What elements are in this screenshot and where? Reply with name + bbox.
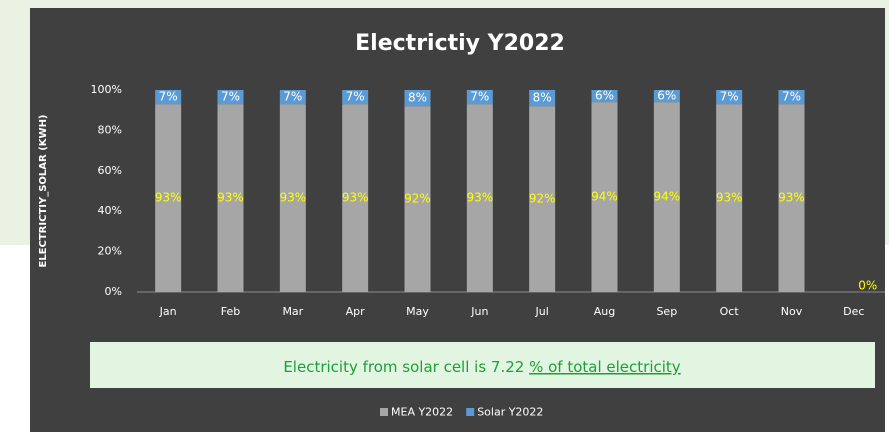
data-label: 6% (595, 89, 614, 103)
data-label: 8% (533, 91, 552, 105)
bar-segment (466, 90, 493, 105)
x-tick-label: Mar (282, 305, 303, 318)
y-tick-label: 0% (105, 285, 122, 298)
data-label: 7% (470, 90, 489, 104)
bar-segment (279, 104, 306, 292)
bar-segment (404, 90, 431, 107)
bar-segment (778, 90, 805, 105)
x-tick-label: Sep (656, 305, 677, 318)
bar-segment (155, 90, 182, 105)
annotation-link: % of total electricity (529, 358, 681, 376)
y-axis-label: ELECTRICTIY_SOLAR (KWH) (38, 114, 49, 267)
data-label: 93% (466, 191, 493, 205)
bar-segment (716, 104, 743, 292)
x-tick-label: Jan (159, 305, 177, 318)
chart-title: Electrictiy Y2022 (355, 31, 565, 56)
bar-segment (653, 102, 680, 293)
legend-swatch (466, 408, 475, 416)
y-tick-label: 100% (91, 83, 122, 96)
data-label: 93% (217, 191, 244, 205)
data-label: 7% (782, 90, 801, 104)
y-tick-label: 80% (98, 123, 122, 136)
x-tick-label: Oct (720, 305, 740, 318)
bar-segment (653, 90, 680, 103)
data-label: 6% (657, 89, 676, 103)
x-tick-label: Feb (221, 305, 240, 318)
bar-segment (591, 102, 618, 293)
bar-segment (716, 90, 743, 105)
data-label: 93% (279, 191, 306, 205)
x-tick-label: Dec (843, 305, 864, 318)
x-tick-label: Jun (470, 305, 488, 318)
data-label: 92% (404, 192, 431, 206)
annotation-text: Electricity from solar cell is 7.22 (283, 358, 524, 376)
bar-segment (778, 104, 805, 292)
bar-segment (342, 104, 369, 292)
x-tick-label: Nov (781, 305, 803, 318)
y-tick-label: 60% (98, 164, 122, 177)
x-tick-label: Aug (594, 305, 615, 318)
bar-segment (217, 90, 244, 105)
bar-segment (529, 90, 556, 107)
legend-label: Solar Y2022 (477, 406, 543, 419)
bar-segment (591, 90, 618, 103)
data-label: 7% (720, 90, 739, 104)
x-tick-label: May (406, 305, 429, 318)
y-tick-label: 20% (98, 245, 122, 258)
data-label: 0% (858, 279, 877, 293)
data-label: 93% (716, 191, 743, 205)
bar-segment (155, 104, 182, 292)
bar-segment (279, 90, 306, 105)
data-label: 93% (155, 191, 182, 205)
legend-swatch (380, 408, 388, 416)
data-label: 7% (221, 90, 240, 104)
data-label: 7% (159, 90, 178, 104)
bar-segment (466, 104, 493, 292)
y-tick-label: 40% (98, 204, 122, 217)
legend-label: MEA Y2022 (391, 406, 453, 419)
data-label: 93% (778, 191, 805, 205)
data-label: 94% (653, 190, 680, 204)
bar-segment (342, 90, 369, 105)
annotation-box (90, 342, 875, 388)
x-tick-label: Jul (535, 305, 549, 318)
data-label: 93% (342, 191, 369, 205)
x-tick-label: Apr (346, 305, 366, 318)
bar-segment (217, 104, 244, 292)
data-label: 7% (283, 90, 302, 104)
data-label: 94% (591, 190, 618, 204)
annotation: Electricity from solar cell is 7.22 % of… (283, 358, 680, 376)
data-label: 92% (529, 192, 556, 206)
data-label: 8% (408, 91, 427, 105)
bar-segment (529, 106, 556, 292)
data-label: 7% (346, 90, 365, 104)
bar-segment (404, 106, 431, 292)
